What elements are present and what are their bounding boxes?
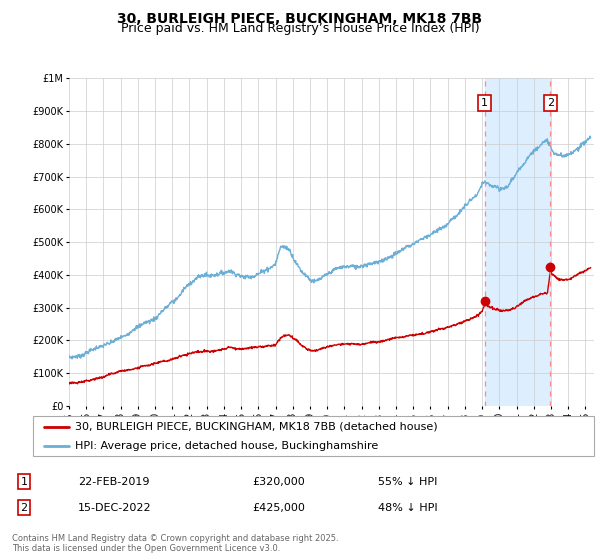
- Text: 55% ↓ HPI: 55% ↓ HPI: [378, 477, 437, 487]
- Text: Price paid vs. HM Land Registry’s House Price Index (HPI): Price paid vs. HM Land Registry’s House …: [121, 22, 479, 35]
- Text: 22-FEB-2019: 22-FEB-2019: [78, 477, 149, 487]
- Text: 48% ↓ HPI: 48% ↓ HPI: [378, 503, 437, 513]
- Text: 15-DEC-2022: 15-DEC-2022: [78, 503, 152, 513]
- Text: HPI: Average price, detached house, Buckinghamshire: HPI: Average price, detached house, Buck…: [75, 441, 379, 451]
- Text: 2: 2: [547, 98, 554, 108]
- Text: 30, BURLEIGH PIECE, BUCKINGHAM, MK18 7BB (detached house): 30, BURLEIGH PIECE, BUCKINGHAM, MK18 7BB…: [75, 422, 438, 432]
- Text: Contains HM Land Registry data © Crown copyright and database right 2025.
This d: Contains HM Land Registry data © Crown c…: [12, 534, 338, 553]
- FancyBboxPatch shape: [33, 416, 594, 456]
- Text: 2: 2: [20, 503, 28, 513]
- Text: 1: 1: [20, 477, 28, 487]
- Text: 30, BURLEIGH PIECE, BUCKINGHAM, MK18 7BB: 30, BURLEIGH PIECE, BUCKINGHAM, MK18 7BB: [118, 12, 482, 26]
- Text: 1: 1: [481, 98, 488, 108]
- Text: £320,000: £320,000: [252, 477, 305, 487]
- Bar: [485, 78, 550, 406]
- Text: £425,000: £425,000: [252, 503, 305, 513]
